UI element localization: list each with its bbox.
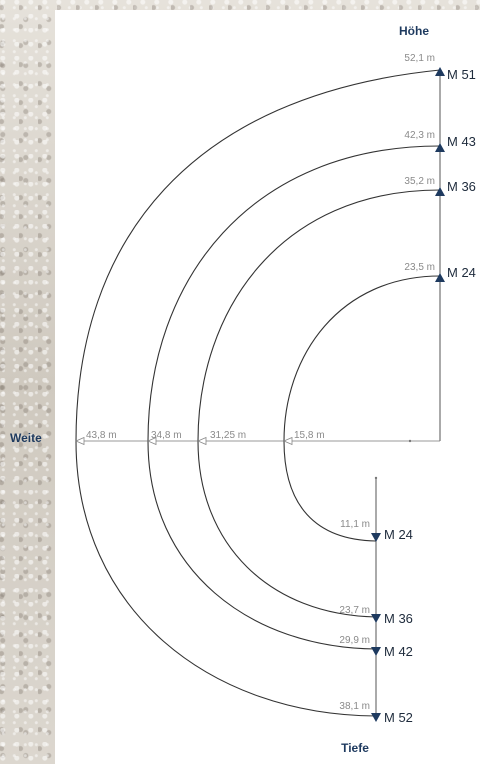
width-value: 43,8 m <box>86 430 117 441</box>
width-arrow-31-25 <box>197 436 207 446</box>
depth-marker-m36 <box>371 614 381 623</box>
height-model-label: M 24 <box>447 265 476 280</box>
depth-axis-top-dot <box>374 476 378 480</box>
width-arrow-43-8 <box>75 436 85 446</box>
height-model-label: M 36 <box>447 179 476 194</box>
height-marker-m43 <box>435 143 445 152</box>
width-arrow-34-8 <box>147 436 157 446</box>
width-value: 31,25 m <box>210 430 246 441</box>
depth-value: 23,7 m <box>339 605 370 616</box>
depth-marker-m24 <box>371 533 381 542</box>
depth-model-label: M 36 <box>384 611 413 626</box>
height-model-label: M 43 <box>447 134 476 149</box>
diagram-panel <box>55 10 480 764</box>
width-value: 15,8 m <box>294 430 325 441</box>
depth-axis-title: Tiefe <box>341 741 369 755</box>
height-value: 23,5 m <box>404 262 435 273</box>
height-value: 35,2 m <box>404 176 435 187</box>
depth-model-label: M 52 <box>384 710 413 725</box>
depth-marker-m52 <box>371 713 381 722</box>
depth-value: 11,1 m <box>340 519 370 530</box>
depth-model-label: M 24 <box>384 527 413 542</box>
reach-curve-m36 <box>197 189 441 618</box>
height-marker-m36 <box>435 187 445 196</box>
reach-curve-m51 <box>75 69 441 717</box>
depth-model-label: M 42 <box>384 644 413 659</box>
origin-dot <box>408 439 412 443</box>
reach-curve-m24 <box>283 275 441 542</box>
width-arrow-15-8 <box>283 436 293 446</box>
height-model-label: M 51 <box>447 67 476 82</box>
height-value: 42,3 m <box>404 130 435 141</box>
height-marker-m24 <box>435 273 445 282</box>
reach-curve-m43 <box>147 145 441 650</box>
height-marker-m51 <box>435 67 445 76</box>
depth-value: 38,1 m <box>339 701 370 712</box>
height-axis-title: Höhe <box>399 24 429 38</box>
width-value: 34,8 m <box>151 430 182 441</box>
depth-marker-m42 <box>371 647 381 656</box>
height-value: 52,1 m <box>404 53 435 64</box>
depth-value: 29,9 m <box>339 635 370 646</box>
width-axis-title: Weite <box>10 431 42 445</box>
